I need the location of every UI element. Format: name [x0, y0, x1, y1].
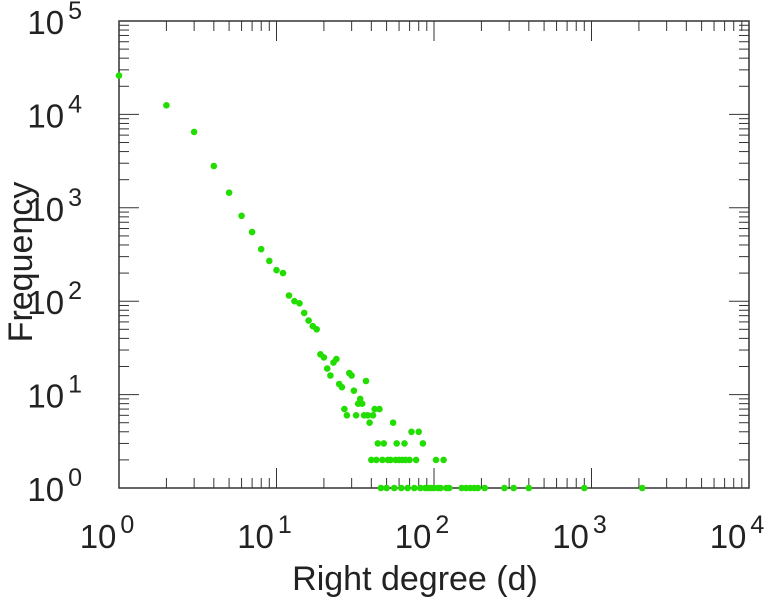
- data-point: [273, 266, 280, 274]
- data-point: [296, 300, 303, 307]
- data-point: [404, 484, 411, 492]
- data-point: [369, 412, 377, 419]
- data-point: [163, 102, 170, 109]
- x-tick-label: 10 1: [237, 511, 292, 555]
- data-point: [210, 162, 218, 170]
- y-tick-label: 10 3: [27, 184, 82, 228]
- data-point: [393, 440, 401, 447]
- data-point: [291, 297, 298, 305]
- data-point: [341, 405, 348, 413]
- data-point: [380, 440, 388, 447]
- data-point: [383, 484, 390, 492]
- data-point: [408, 428, 415, 436]
- data-point: [387, 456, 394, 464]
- data-point: [525, 484, 533, 492]
- data-point: [366, 419, 373, 427]
- y-axis-title: Frequency: [2, 182, 40, 343]
- data-point: [446, 484, 453, 492]
- data-point: [348, 372, 355, 379]
- data-point: [305, 317, 312, 324]
- data-point: [398, 484, 405, 492]
- data-point: [358, 400, 366, 408]
- data-points: [115, 72, 646, 492]
- data-point: [352, 412, 360, 419]
- data-point: [374, 440, 382, 447]
- minor-ticks: [119, 21, 749, 488]
- y-tick-label: 10 2: [27, 277, 82, 321]
- data-point: [406, 456, 413, 464]
- data-point: [415, 428, 423, 436]
- data-point: [238, 212, 245, 220]
- data-point: [581, 484, 588, 492]
- data-point: [333, 355, 340, 363]
- x-tick-label: 10 4: [710, 511, 765, 555]
- data-point: [266, 257, 273, 265]
- data-point: [391, 484, 398, 492]
- data-point: [638, 484, 646, 492]
- data-point: [364, 412, 372, 419]
- data-point: [510, 484, 517, 492]
- data-point: [474, 484, 482, 492]
- x-tick-label: 10 2: [395, 511, 450, 555]
- data-point: [377, 484, 385, 492]
- data-point: [362, 377, 370, 385]
- data-point: [350, 387, 358, 395]
- data-point: [417, 484, 424, 492]
- x-tick-label: 10 0: [80, 511, 135, 555]
- major-ticks: [118, 20, 750, 489]
- x-tick-label: 10 3: [552, 511, 607, 555]
- data-point: [368, 456, 375, 464]
- data-point: [371, 405, 379, 413]
- x-tick-labels: 10 0 10 1 10 2 10 3 10 4: [80, 511, 765, 555]
- data-point: [419, 440, 427, 447]
- data-point: [376, 405, 383, 413]
- data-point: [373, 456, 380, 464]
- y-tick-label: 10 5: [27, 0, 82, 41]
- data-point: [279, 269, 287, 277]
- data-point: [257, 245, 265, 253]
- data-point: [501, 484, 508, 492]
- data-point: [323, 365, 331, 372]
- data-point: [313, 326, 321, 333]
- data-point: [379, 456, 386, 464]
- data-point: [343, 412, 351, 419]
- data-point: [300, 309, 308, 317]
- data-point: [225, 189, 233, 196]
- x-axis-title: Right degree (d): [292, 560, 538, 598]
- data-point: [412, 456, 420, 464]
- y-tick-label: 10 1: [27, 371, 82, 415]
- data-point: [320, 354, 328, 361]
- data-point: [190, 128, 198, 136]
- y-tick-label: 10 0: [27, 464, 82, 508]
- data-point: [481, 484, 489, 492]
- data-point: [285, 292, 293, 299]
- data-point: [437, 484, 444, 492]
- data-point: [389, 419, 397, 427]
- data-point: [432, 456, 440, 464]
- data-point: [411, 484, 418, 492]
- plot-area: [118, 20, 750, 489]
- data-point: [440, 456, 447, 464]
- y-tick-label: 10 4: [27, 90, 82, 134]
- data-point: [115, 72, 123, 79]
- data-point: [327, 372, 334, 379]
- data-point: [338, 383, 346, 391]
- data-point: [248, 228, 256, 236]
- data-point: [401, 440, 408, 447]
